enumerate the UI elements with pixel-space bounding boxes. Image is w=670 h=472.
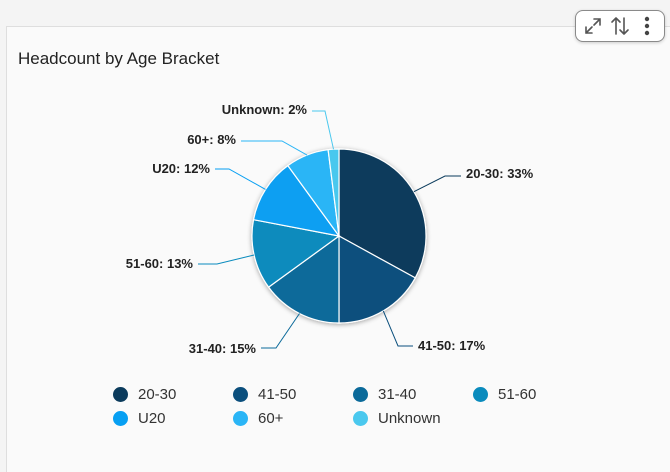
legend-swatch [353, 387, 368, 402]
chart-toolbar [575, 10, 665, 42]
legend-item-31-40[interactable]: 31-40 [353, 386, 473, 403]
legend-swatch [113, 387, 128, 402]
legend-label: 41-50 [258, 386, 297, 403]
legend-item-51-60[interactable]: 51-60 [473, 386, 573, 403]
legend-item-60-[interactable]: 60+ [233, 410, 353, 427]
legend-swatch [113, 411, 128, 426]
legend-label: U20 [138, 410, 166, 427]
legend-swatch [473, 387, 488, 402]
pie-slices [251, 148, 427, 324]
chart-legend: 20-30 41-50 31-40 51-60 U20 60+ Unknown [113, 386, 573, 427]
legend-label: Unknown [378, 410, 441, 427]
leader-line-u20 [215, 168, 266, 190]
chart-title: Headcount by Age Bracket [18, 49, 220, 68]
legend-swatch [353, 411, 368, 426]
sort-icon [611, 17, 629, 35]
data-label-20-30: 20-30: 33% [466, 166, 534, 181]
more-vertical-icon [644, 16, 649, 36]
legend-label: 20-30 [138, 386, 177, 403]
pie-leader-lines [198, 110, 461, 349]
data-label-31-40: 31-40: 15% [189, 341, 257, 356]
legend-item-41-50[interactable]: 41-50 [233, 386, 353, 403]
leader-line-20-30 [413, 175, 461, 193]
legend-label: 31-40 [378, 386, 417, 403]
leader-line-unknown [312, 110, 334, 150]
data-label-51-60: 51-60: 13% [126, 256, 194, 271]
pie-data-labels: 20-30: 33% 41-50: 17% 31-40: 15% 51-60: 13%… [126, 102, 534, 356]
more-options-button[interactable] [635, 14, 659, 38]
leader-line-60- [241, 140, 308, 156]
leader-line-51-60 [198, 254, 255, 265]
sort-button[interactable] [608, 14, 632, 38]
data-label-41-50: 41-50: 17% [418, 338, 486, 353]
legend-item-u20[interactable]: U20 [113, 410, 233, 427]
data-label-unknown: Unknown: 2% [222, 102, 308, 117]
pie-slice-20-30[interactable] [338, 148, 427, 279]
legend-item-unknown[interactable]: Unknown [353, 410, 473, 427]
data-label-u20: U20: 12% [152, 161, 210, 176]
leader-line-31-40 [261, 313, 300, 349]
legend-label: 60+ [258, 410, 284, 427]
pie-slice-51-60[interactable] [251, 218, 341, 288]
legend-item-20-30[interactable]: 20-30 [113, 386, 233, 403]
leader-line-41-50 [382, 310, 413, 347]
pie-slice-31-40[interactable] [267, 234, 340, 324]
expand-icon [585, 18, 602, 34]
expand-button[interactable] [581, 14, 605, 38]
legend-label: 51-60 [498, 386, 537, 403]
legend-swatch [233, 387, 248, 402]
pie-slice-u20[interactable] [252, 164, 341, 237]
legend-swatch [233, 411, 248, 426]
data-label-60-: 60+: 8% [187, 132, 236, 147]
pie-slice-41-50[interactable] [338, 234, 417, 324]
